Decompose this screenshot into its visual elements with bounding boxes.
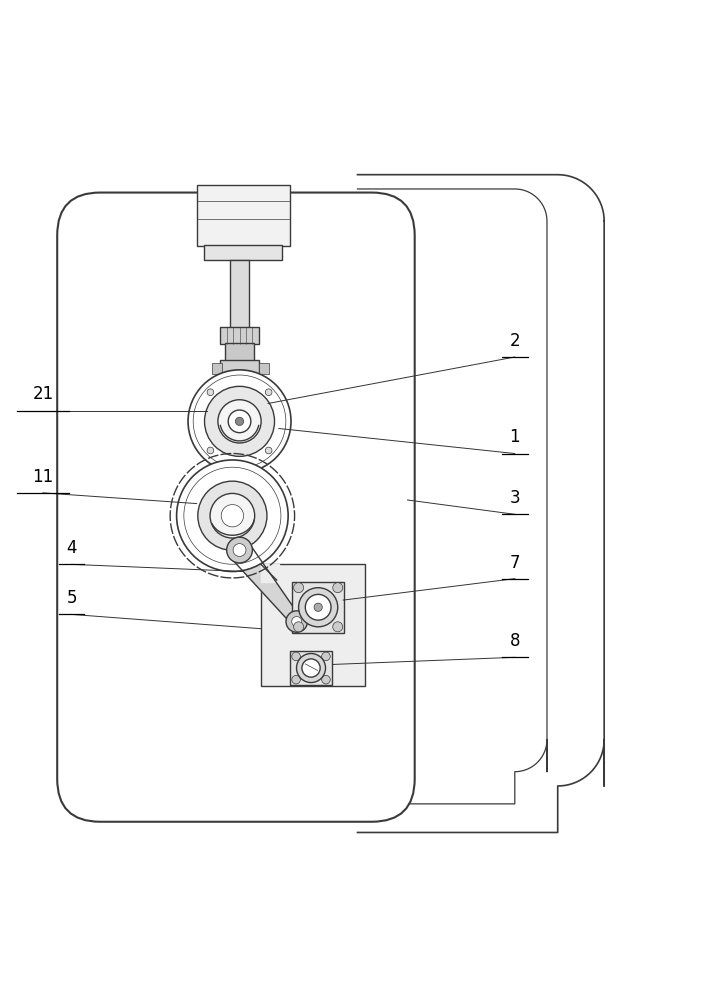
Circle shape [177, 460, 288, 572]
Circle shape [294, 583, 304, 593]
Circle shape [294, 622, 304, 632]
Circle shape [305, 594, 331, 620]
Circle shape [292, 652, 300, 661]
Text: 11: 11 [32, 468, 54, 486]
Circle shape [292, 675, 300, 684]
FancyBboxPatch shape [57, 193, 415, 822]
Bar [290, 651, 332, 685]
Bar [204, 245, 282, 260]
Circle shape [297, 654, 325, 683]
Circle shape [235, 417, 244, 425]
Circle shape [332, 583, 342, 593]
Bar [197, 185, 290, 246]
Circle shape [207, 389, 214, 396]
Circle shape [322, 675, 330, 684]
Circle shape [302, 659, 320, 677]
Text: 3: 3 [510, 489, 520, 507]
Circle shape [227, 537, 252, 563]
Circle shape [221, 505, 244, 527]
Text: 21: 21 [32, 385, 54, 403]
Circle shape [299, 588, 337, 627]
Text: 1: 1 [510, 428, 520, 446]
Bar [292, 582, 344, 633]
Circle shape [233, 544, 246, 556]
Bar [220, 360, 259, 377]
Circle shape [314, 603, 322, 611]
Circle shape [207, 447, 214, 454]
Circle shape [204, 386, 275, 456]
Text: 4: 4 [66, 539, 77, 557]
Text: 8: 8 [510, 632, 520, 650]
Text: 7: 7 [510, 554, 520, 572]
Circle shape [265, 447, 272, 454]
Circle shape [210, 493, 255, 538]
Circle shape [292, 617, 302, 627]
Bar [259, 363, 269, 374]
Text: 2: 2 [510, 332, 520, 350]
Polygon shape [230, 543, 301, 625]
Bar [230, 260, 249, 328]
Circle shape [286, 611, 307, 632]
Bar [212, 363, 222, 374]
Circle shape [188, 370, 291, 473]
Polygon shape [261, 564, 274, 577]
Bar [220, 327, 259, 344]
Circle shape [265, 389, 272, 396]
Circle shape [218, 400, 261, 443]
Bar [225, 343, 254, 361]
Circle shape [322, 652, 330, 661]
Text: 5: 5 [66, 589, 77, 607]
Circle shape [228, 410, 251, 433]
Bar [261, 564, 365, 686]
Polygon shape [261, 564, 279, 582]
Circle shape [332, 622, 342, 632]
Circle shape [198, 481, 267, 550]
